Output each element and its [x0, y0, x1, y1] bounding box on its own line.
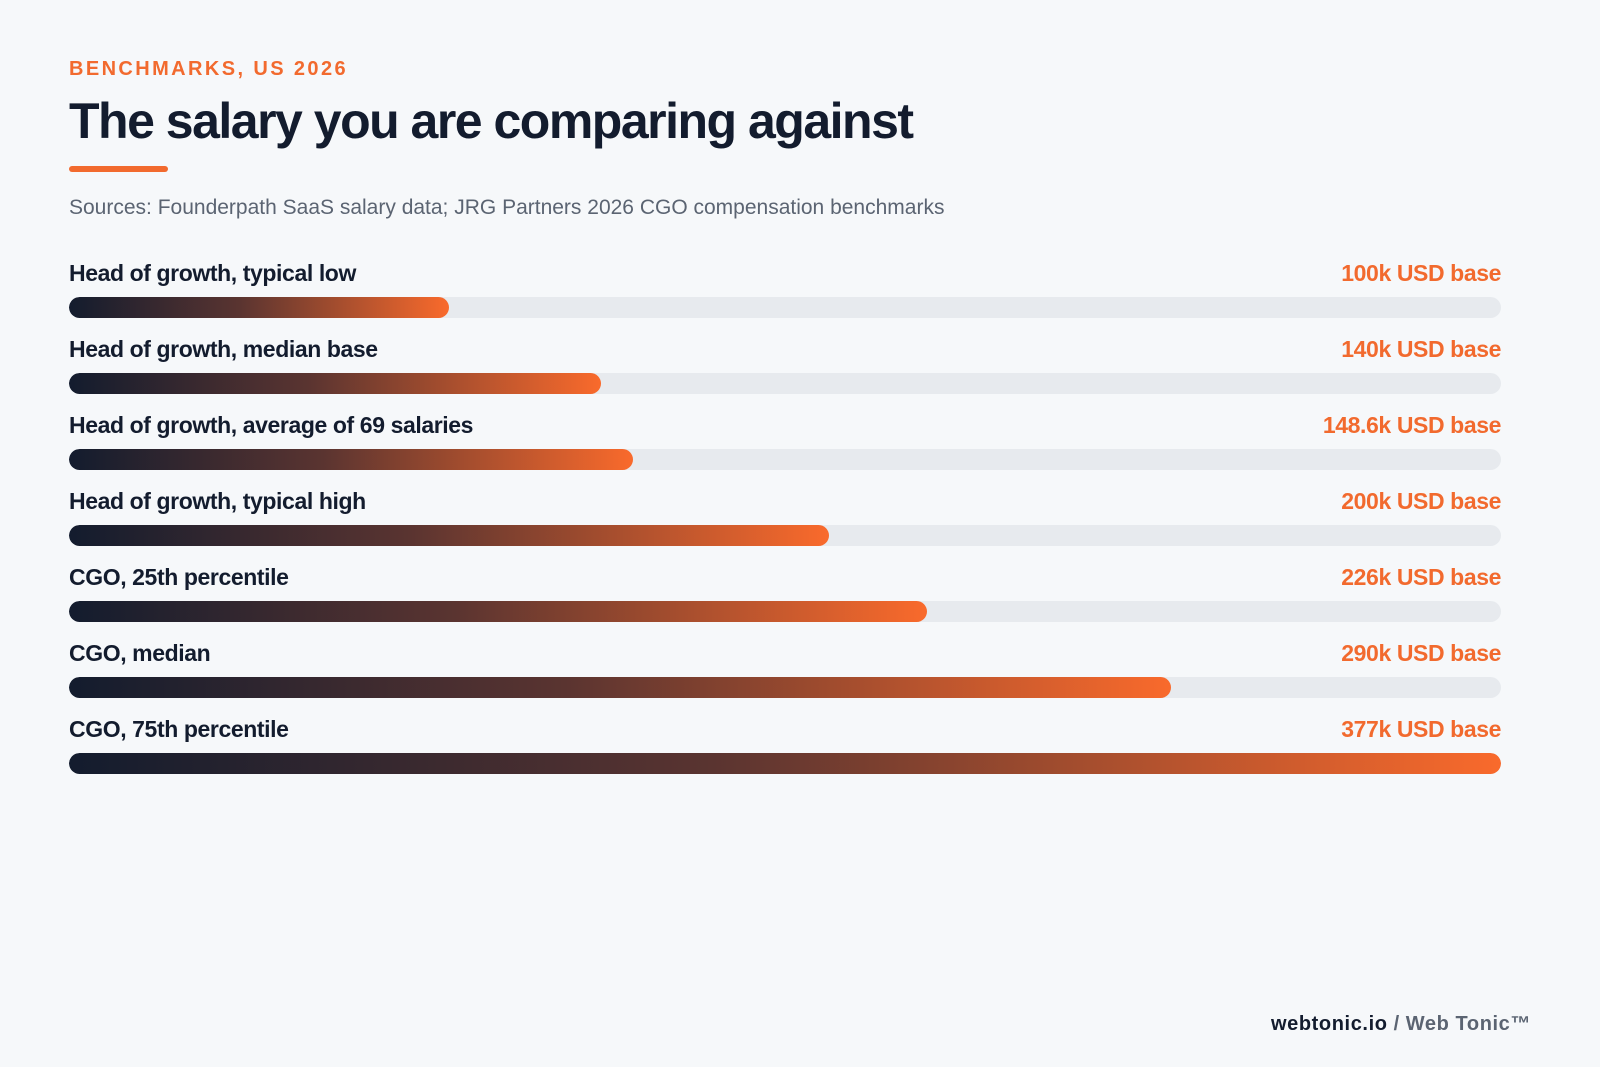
bar-value-label: 226k USD base: [1341, 564, 1501, 590]
bar-category-label: Head of growth, median base: [69, 336, 378, 362]
page-title: The salary you are comparing against: [69, 93, 914, 149]
bar-track: [69, 677, 1501, 698]
bar-track: [69, 601, 1501, 622]
bar-category-label: Head of growth, typical high: [69, 488, 366, 514]
bar-track: [69, 373, 1501, 394]
bar-value-label: 377k USD base: [1341, 716, 1501, 742]
sources-note: Sources: Founderpath SaaS salary data; J…: [69, 196, 945, 219]
bar-row: Head of growth, median base 140k USD base: [69, 332, 1501, 402]
title-underline: [69, 166, 168, 172]
footer: webtonic.io / Web Tonic™: [1271, 1013, 1531, 1036]
bar-fill: [69, 753, 1501, 774]
bar-row: CGO, 75th percentile 377k USD base: [69, 712, 1501, 782]
footer-domain: webtonic.io: [1270, 1013, 1388, 1035]
bar-value-label: 100k USD base: [1341, 260, 1501, 286]
bar-value-label: 290k USD base: [1341, 640, 1501, 666]
bar-row: Head of growth, average of 69 salaries 14…: [69, 408, 1501, 478]
bar-fill: [69, 601, 927, 622]
bar-category-label: CGO, 75th percentile: [69, 716, 289, 742]
bar-fill: [69, 677, 1171, 698]
bar-fill: [69, 449, 633, 470]
bar-category-label: Head of growth, average of 69 salaries: [69, 412, 474, 438]
bar-fill: [69, 525, 829, 546]
bar-value-label: 200k USD base: [1341, 488, 1501, 514]
bar-value-label: 148.6k USD base: [1322, 412, 1502, 438]
footer-separator: /: [1393, 1013, 1400, 1035]
bar-category-label: CGO, median: [69, 640, 211, 666]
bar-track: [69, 449, 1501, 470]
bar-category-label: CGO, 25th percentile: [69, 564, 289, 590]
bar-category-label: Head of growth, typical low: [69, 260, 356, 286]
bar-row: Head of growth, typical low 100k USD base: [69, 256, 1501, 326]
footer-brand: Web Tonic™: [1405, 1013, 1531, 1035]
bar-fill: [69, 373, 601, 394]
bar-row: CGO, median 290k USD base: [69, 636, 1501, 706]
bar-row: CGO, 25th percentile 226k USD base: [69, 560, 1501, 630]
eyebrow-label: BENCHMARKS, US 2026: [69, 58, 348, 80]
bar-track: [69, 753, 1501, 774]
bar-value-label: 140k USD base: [1341, 336, 1501, 362]
bar-fill: [69, 297, 449, 318]
bar-row: Head of growth, typical high 200k USD bas…: [69, 484, 1501, 554]
bar-track: [69, 525, 1501, 546]
bar-track: [69, 297, 1501, 318]
